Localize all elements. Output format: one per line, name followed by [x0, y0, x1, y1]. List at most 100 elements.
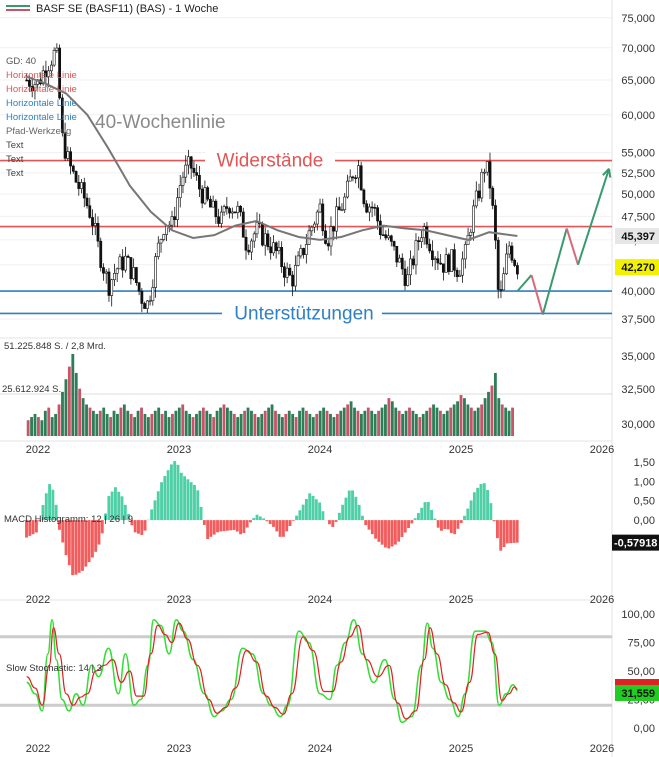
- candle-body: [30, 86, 34, 92]
- volume-bar: [421, 413, 425, 436]
- candle-body: [335, 206, 338, 232]
- macd-bar: [229, 520, 233, 531]
- macd-bar: [100, 520, 104, 534]
- candle-body: [384, 234, 388, 239]
- candle-body: [469, 231, 473, 236]
- macd-layer: [25, 461, 519, 576]
- volume-bar: [167, 417, 171, 436]
- volume-bar: [497, 398, 501, 436]
- volume-bar: [442, 413, 446, 436]
- candle-body: [140, 290, 144, 304]
- volume-bar: [305, 410, 308, 436]
- macd-bar: [466, 508, 470, 521]
- macd-bar: [344, 497, 348, 521]
- candle-body: [507, 245, 511, 255]
- volume-bar: [298, 410, 301, 436]
- volume-bar: [57, 404, 61, 436]
- macd-bar: [453, 520, 457, 535]
- volume-bar: [277, 413, 281, 436]
- candle-body: [184, 164, 188, 178]
- macd-bar: [413, 518, 417, 521]
- candle-body: [263, 233, 267, 246]
- chart-title: BASF SE (BASF11) (BAS) - 1 Woche: [36, 3, 218, 15]
- macd-bar: [156, 491, 160, 521]
- stochastic-tick-label: 75,00: [627, 638, 655, 650]
- macd-tick-label: 1,50: [634, 457, 655, 469]
- macd-bar: [242, 520, 246, 533]
- candle-body: [494, 205, 497, 241]
- macd-bar: [416, 513, 420, 521]
- macd-bar: [308, 493, 312, 521]
- candle-body: [151, 287, 155, 302]
- volume-bar: [250, 410, 253, 436]
- macd-bar: [449, 520, 453, 533]
- macd-bar: [81, 520, 84, 571]
- volume-bar: [116, 413, 119, 436]
- candle-body: [304, 244, 308, 255]
- candle-body: [25, 79, 29, 82]
- candle-body: [126, 255, 130, 258]
- projection-segment-3: [541, 228, 568, 315]
- macd-bar: [499, 520, 503, 551]
- candle-body: [208, 198, 212, 208]
- volume-bar: [253, 413, 257, 436]
- stochastic-badge: 31,559: [621, 688, 655, 700]
- macd-bar: [337, 512, 341, 521]
- volume-bar: [425, 410, 429, 436]
- volume-bar: [37, 417, 40, 436]
- candle-body: [178, 185, 182, 199]
- candle-body: [455, 269, 459, 277]
- candle-body: [420, 237, 423, 242]
- volume-bar: [359, 413, 363, 436]
- candle-body: [491, 187, 495, 206]
- volume-bar: [301, 407, 305, 436]
- chart-title-group: BASF SE (BASF11) (BAS) - 1 Woche: [6, 3, 218, 15]
- volume-bar: [78, 388, 82, 436]
- macd-bar: [341, 504, 345, 521]
- volume-bar: [50, 417, 54, 436]
- candle-body: [41, 70, 45, 85]
- macd-bar: [305, 498, 308, 521]
- macd-bar: [515, 520, 519, 543]
- macd-bar: [219, 520, 223, 532]
- volume-bar: [256, 417, 260, 436]
- volume-bar: [356, 410, 360, 436]
- macd-bar: [189, 482, 193, 521]
- projection-segment-1: [516, 274, 533, 292]
- macd-bar: [410, 520, 414, 524]
- candle-body: [104, 271, 108, 274]
- candle-body: [219, 211, 223, 224]
- macd-bar: [357, 504, 361, 521]
- volume-bar: [198, 410, 202, 436]
- price-tick-label: 75,000: [621, 13, 655, 25]
- macd-bar: [509, 520, 513, 544]
- macd-bar: [492, 520, 496, 522]
- macd-bar: [370, 520, 374, 535]
- candle-body: [441, 263, 445, 273]
- candle-body: [137, 282, 141, 292]
- macd-bar: [176, 464, 180, 521]
- candle-body: [82, 182, 86, 199]
- volume-bar: [243, 410, 247, 436]
- volume-bar: [274, 410, 277, 436]
- candle-body: [211, 200, 215, 208]
- candle-body: [285, 267, 289, 278]
- candle-body: [99, 240, 103, 268]
- volume-bar: [353, 407, 356, 436]
- macd-bar: [235, 520, 239, 532]
- stochastic-badge-bg: [615, 685, 659, 701]
- macd-bar: [222, 520, 226, 532]
- macd-bar: [48, 484, 52, 521]
- volume-bar: [232, 413, 236, 436]
- volume-tick-label: 30,000: [621, 419, 655, 431]
- volume-bar: [404, 410, 408, 436]
- volume-label-max: 51.225.848 S. / 2,8 Mrd.: [4, 341, 106, 352]
- volume-bar: [342, 407, 346, 436]
- volume-bar: [260, 413, 264, 436]
- candle-body: [176, 197, 179, 220]
- volume-bar: [428, 407, 432, 436]
- candle-body: [288, 267, 292, 276]
- macd-bar: [295, 515, 298, 521]
- projection-segment-2: [530, 274, 544, 315]
- candle-body: [499, 289, 503, 291]
